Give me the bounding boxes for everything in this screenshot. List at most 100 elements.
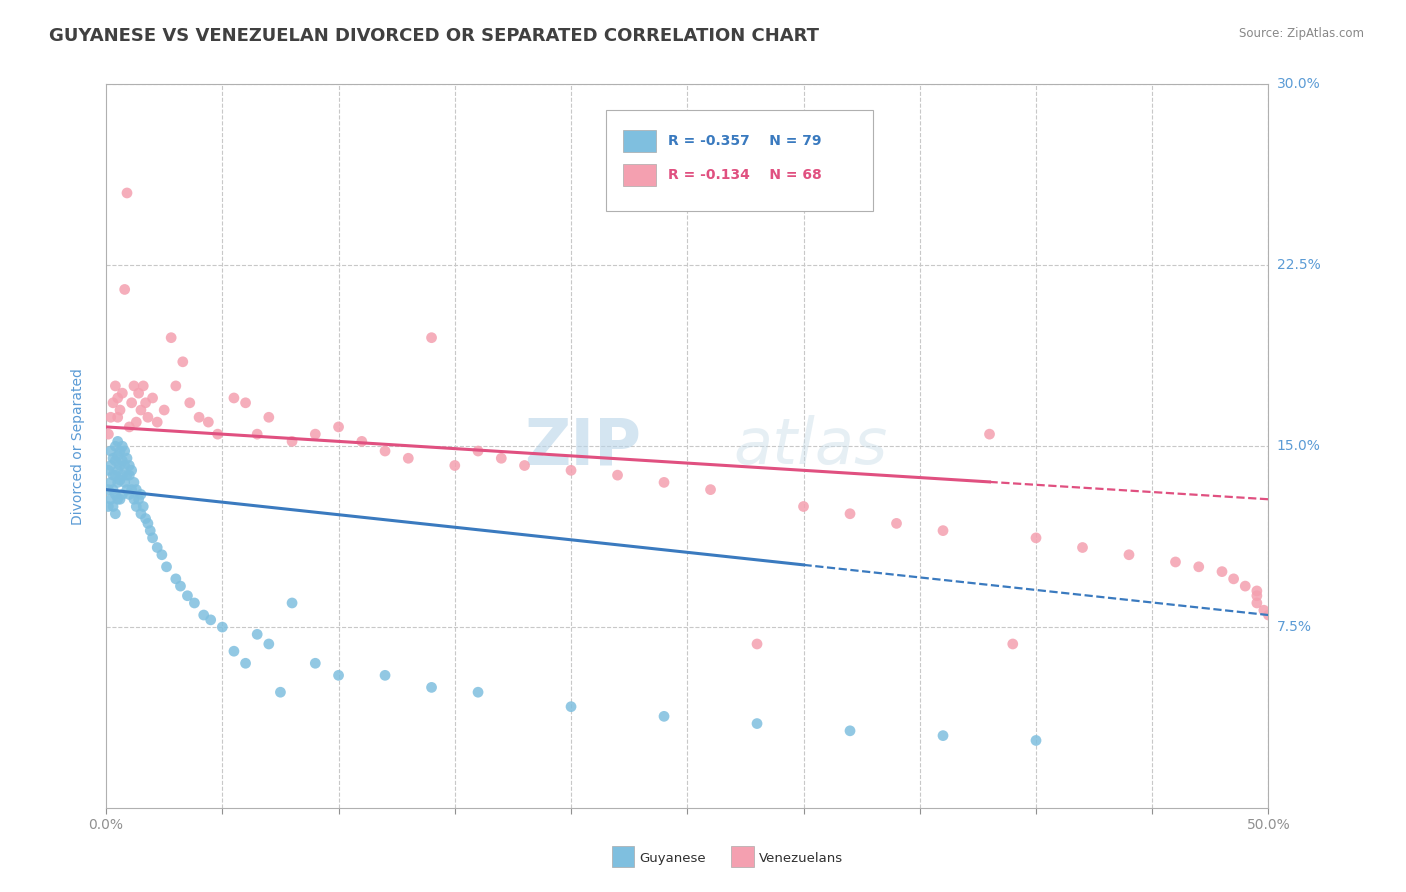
Point <box>100 410 122 425</box>
Point <box>104 379 127 393</box>
Point <box>396 451 419 466</box>
Point <box>111 439 134 453</box>
Point <box>1001 637 1024 651</box>
Point <box>108 458 131 473</box>
Point <box>1253 603 1275 617</box>
Point <box>1257 608 1279 623</box>
Bar <box>623 164 655 186</box>
Point <box>1246 583 1268 598</box>
Point <box>107 391 129 405</box>
Point <box>1025 733 1047 747</box>
Point <box>1025 531 1047 545</box>
Point <box>121 396 143 410</box>
Point <box>606 468 628 483</box>
Text: Source: ZipAtlas.com: Source: ZipAtlas.com <box>1239 27 1364 40</box>
Point <box>932 729 955 743</box>
Point <box>328 420 350 434</box>
Point <box>122 475 145 490</box>
Point <box>699 483 721 497</box>
Point <box>97 500 120 514</box>
Point <box>142 391 165 405</box>
Point <box>129 403 152 417</box>
Point <box>179 396 201 410</box>
Point <box>269 685 291 699</box>
Point <box>839 723 862 738</box>
Point <box>183 596 205 610</box>
Point <box>932 524 955 538</box>
Point <box>467 685 489 699</box>
Text: GUYANESE VS VENEZUELAN DIVORCED OR SEPARATED CORRELATION CHART: GUYANESE VS VENEZUELAN DIVORCED OR SEPAR… <box>49 27 820 45</box>
Point <box>111 453 134 467</box>
Point <box>100 444 122 458</box>
Point <box>886 516 908 531</box>
Point <box>107 492 129 507</box>
Point <box>121 483 143 497</box>
Point <box>420 681 443 695</box>
Point <box>114 458 136 473</box>
Point <box>114 444 136 458</box>
Point <box>222 391 245 405</box>
Point <box>155 559 177 574</box>
Point <box>107 434 129 449</box>
Point <box>200 613 222 627</box>
Point <box>979 427 1001 442</box>
Point <box>207 427 229 442</box>
Point <box>246 427 269 442</box>
Point <box>222 644 245 658</box>
Point <box>135 396 157 410</box>
Point <box>101 483 124 497</box>
Point <box>172 355 194 369</box>
Text: R = -0.134    N = 68: R = -0.134 N = 68 <box>668 168 821 182</box>
Point <box>100 458 122 473</box>
Point <box>304 657 326 671</box>
Point <box>101 500 124 514</box>
Point <box>108 492 131 507</box>
Point <box>125 500 148 514</box>
Point <box>125 415 148 429</box>
Point <box>101 468 124 483</box>
Point <box>560 463 582 477</box>
Text: 22.5%: 22.5% <box>1277 259 1320 272</box>
Point <box>136 516 159 531</box>
Point <box>115 186 138 200</box>
Point <box>193 608 215 623</box>
Point <box>104 439 127 453</box>
Point <box>101 451 124 466</box>
Point <box>128 492 150 507</box>
Text: 7.5%: 7.5% <box>1277 620 1312 634</box>
Text: R = -0.357    N = 79: R = -0.357 N = 79 <box>668 134 821 148</box>
Point <box>104 507 127 521</box>
Text: Guyanese: Guyanese <box>640 852 706 864</box>
Point <box>197 415 219 429</box>
Point <box>104 453 127 467</box>
Point <box>1234 579 1257 593</box>
Point <box>115 483 138 497</box>
Point <box>1246 589 1268 603</box>
Point <box>652 475 675 490</box>
Point <box>107 410 129 425</box>
Point <box>121 463 143 477</box>
Point <box>107 449 129 463</box>
Point <box>160 331 183 345</box>
Point <box>1118 548 1140 562</box>
Point <box>114 282 136 296</box>
Point <box>420 331 443 345</box>
Point <box>111 487 134 501</box>
Point <box>97 463 120 477</box>
Point <box>350 434 373 449</box>
Point <box>118 458 141 473</box>
Point <box>652 709 675 723</box>
Point <box>513 458 536 473</box>
Point <box>132 379 155 393</box>
Point <box>139 524 162 538</box>
Point <box>235 657 257 671</box>
Point <box>1071 541 1094 555</box>
Point <box>257 637 280 651</box>
Point <box>246 627 269 641</box>
Point <box>304 427 326 442</box>
Point <box>281 434 304 449</box>
FancyBboxPatch shape <box>606 110 873 211</box>
Point <box>165 379 187 393</box>
Point <box>132 500 155 514</box>
Point <box>125 483 148 497</box>
